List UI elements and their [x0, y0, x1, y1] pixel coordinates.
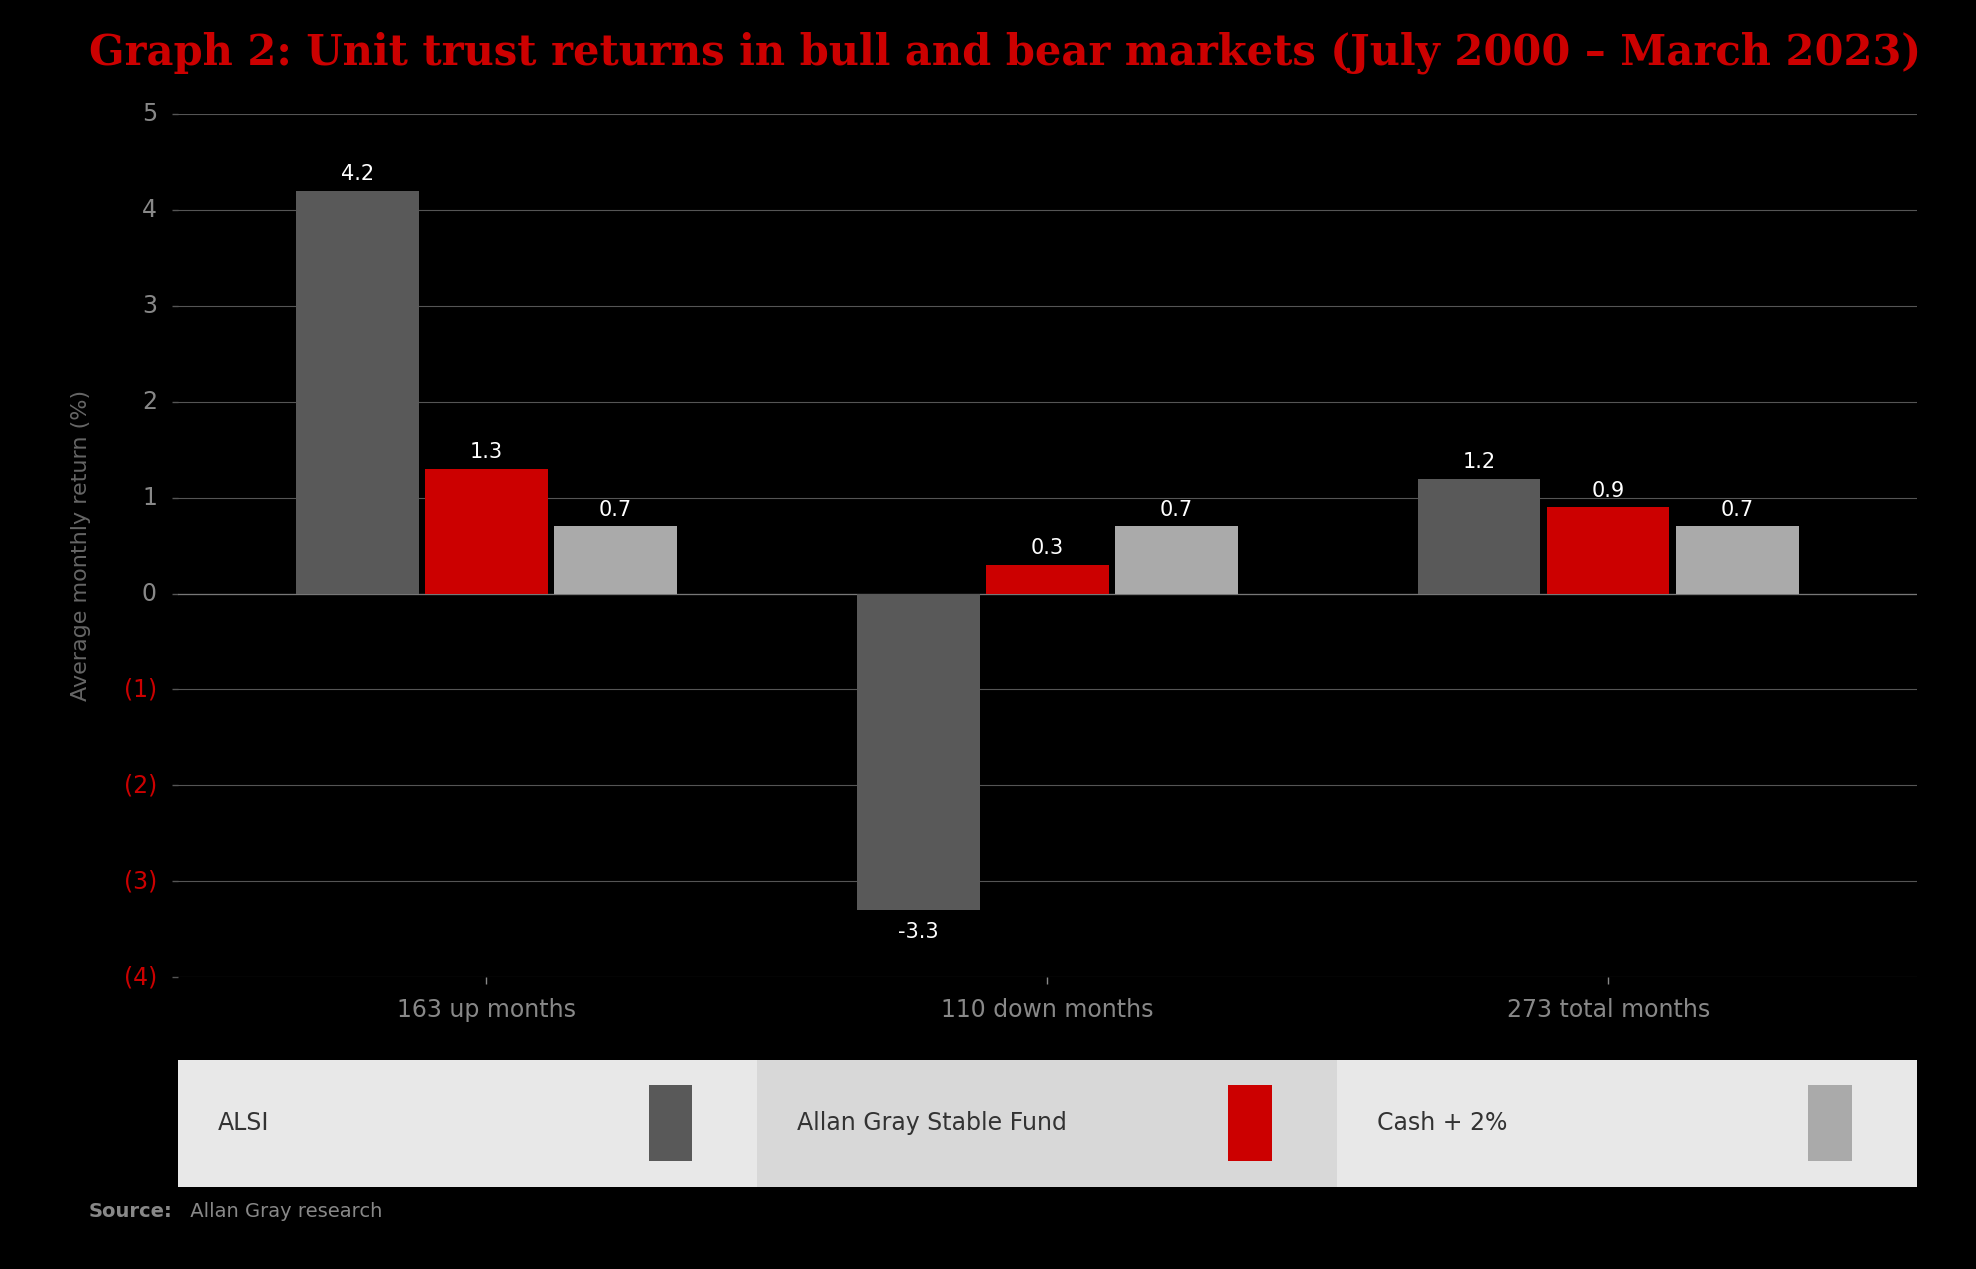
- Text: Cash + 2%: Cash + 2%: [1377, 1112, 1508, 1134]
- Text: Allan Gray Stable Fund: Allan Gray Stable Fund: [796, 1112, 1067, 1134]
- Bar: [1676, 527, 1798, 594]
- Text: ALSI: ALSI: [217, 1112, 269, 1134]
- Text: 4.2: 4.2: [340, 164, 373, 184]
- Bar: [296, 190, 419, 594]
- Text: 0.7: 0.7: [599, 500, 632, 520]
- Text: Allan Gray research: Allan Gray research: [184, 1202, 381, 1221]
- Y-axis label: Average monthly return (%): Average monthly return (%): [71, 390, 91, 702]
- Bar: [1419, 478, 1541, 594]
- Text: 1.3: 1.3: [470, 443, 504, 462]
- Text: (1): (1): [124, 678, 156, 702]
- Text: 1.2: 1.2: [1462, 452, 1496, 472]
- Text: 3: 3: [142, 294, 156, 319]
- Text: 4: 4: [142, 198, 156, 222]
- Text: 2: 2: [142, 390, 156, 414]
- Bar: [553, 527, 676, 594]
- Bar: [986, 565, 1109, 594]
- Text: -3.3: -3.3: [897, 921, 939, 942]
- Text: (3): (3): [124, 869, 156, 893]
- Text: (2): (2): [124, 773, 156, 797]
- Text: 0: 0: [142, 581, 156, 605]
- Text: 1: 1: [142, 486, 156, 510]
- Text: 0.7: 0.7: [1160, 500, 1194, 520]
- Text: Graph 2: Unit trust returns in bull and bear markets (July 2000 – March 2023): Graph 2: Unit trust returns in bull and …: [89, 32, 1921, 74]
- Bar: [1114, 527, 1237, 594]
- Text: Source:: Source:: [89, 1202, 172, 1221]
- Text: (4): (4): [124, 966, 156, 989]
- Bar: [425, 470, 547, 594]
- Bar: [858, 594, 980, 910]
- Text: 0.7: 0.7: [1721, 500, 1755, 520]
- Text: 0.3: 0.3: [1031, 538, 1063, 558]
- Bar: [1547, 508, 1670, 594]
- Text: 5: 5: [142, 103, 156, 126]
- Text: 0.9: 0.9: [1591, 481, 1624, 500]
